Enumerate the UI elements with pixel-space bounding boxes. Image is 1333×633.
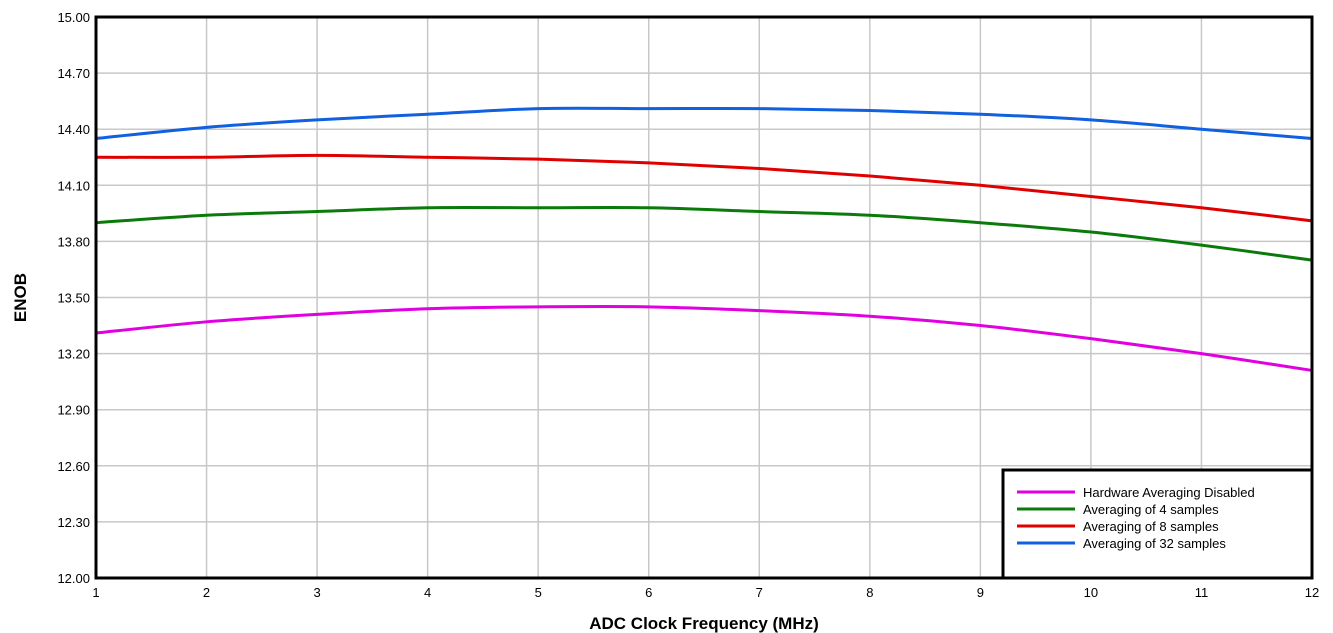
- x-tick-label: 12: [1305, 585, 1319, 600]
- series-line-0: [95, 304, 1313, 372]
- x-tick-label: 6: [645, 585, 652, 600]
- y-tick-label: 15.00: [57, 10, 90, 25]
- x-tick-label: 10: [1084, 585, 1098, 600]
- x-tick-label: 1: [92, 585, 99, 600]
- x-axis-label: ADC Clock Frequency (MHz): [589, 614, 819, 633]
- series-line-1: [95, 205, 1313, 262]
- legend-entry: Averaging of 4 samples: [1083, 502, 1219, 517]
- x-tick-label: 11: [1195, 585, 1209, 600]
- y-tick-label: 12.90: [57, 403, 90, 418]
- series-line-3: [95, 106, 1313, 141]
- legend: Hardware Averaging Disabled Averaging of …: [1001, 468, 1314, 580]
- y-tick-label: 14.10: [57, 178, 90, 193]
- y-axis-label: ENOB: [11, 273, 30, 322]
- legend-entry: Hardware Averaging Disabled: [1083, 485, 1255, 500]
- x-tick-labels: 1 2 3 4 5 6 7 8 9 10 11 12: [92, 585, 1319, 600]
- legend-entry: Averaging of 32 samples: [1083, 536, 1226, 551]
- x-tick-label: 8: [866, 585, 873, 600]
- y-tick-label: 14.40: [57, 122, 90, 137]
- series-line-2: [95, 153, 1313, 223]
- y-tick-label: 12.30: [57, 515, 90, 530]
- grid: [96, 17, 1312, 578]
- y-tick-label: 13.80: [57, 234, 90, 249]
- series-lines: [95, 106, 1313, 372]
- x-tick-label: 3: [313, 585, 320, 600]
- y-tick-labels: 12.00 12.30 12.60 12.90 13.20 13.50 13.80 14.10…: [57, 10, 90, 586]
- plot-frame: [94, 15, 1314, 580]
- legend-entry: Averaging of 8 samples: [1083, 519, 1219, 534]
- x-tick-label: 7: [756, 585, 763, 600]
- x-tick-label: 5: [535, 585, 542, 600]
- y-tick-label: 12.00: [57, 571, 90, 586]
- y-tick-label: 13.50: [57, 291, 90, 306]
- x-tick-label: 4: [424, 585, 431, 600]
- x-tick-label: 2: [203, 585, 210, 600]
- y-tick-label: 13.20: [57, 347, 90, 362]
- x-tick-label: 9: [977, 585, 984, 600]
- legend-box: [1001, 468, 1314, 580]
- y-tick-label: 12.60: [57, 459, 90, 474]
- y-tick-label: 14.70: [57, 66, 90, 81]
